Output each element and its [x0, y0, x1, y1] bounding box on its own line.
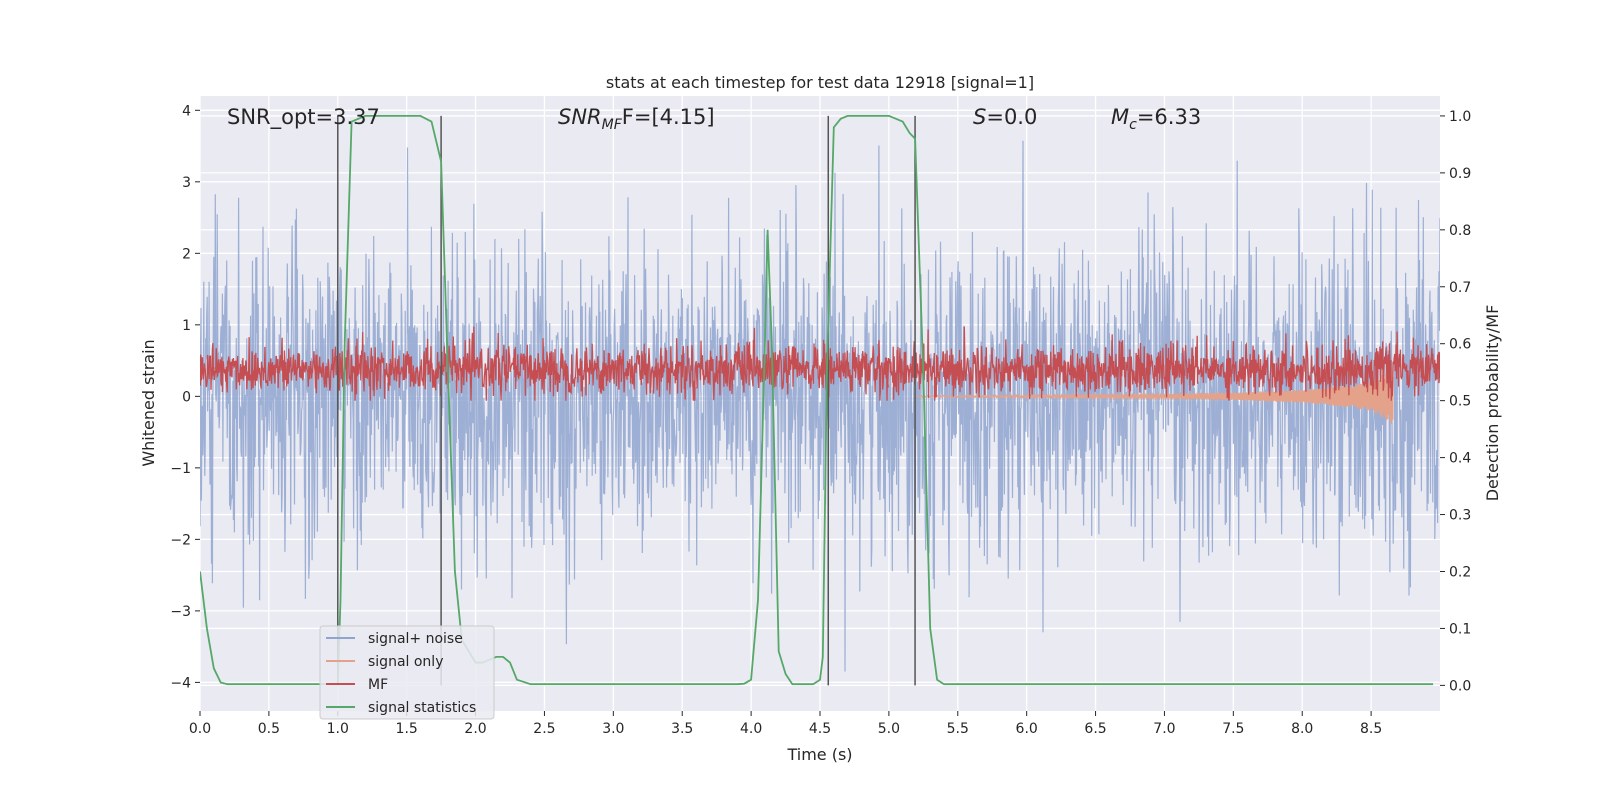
y-right-tick-label-0: 1.0 [1449, 109, 1471, 125]
annotation-snr-mf: SNRMFF=[4.15] [558, 105, 715, 133]
x-tick-label-14: 7.0 [1153, 721, 1175, 737]
y-left-axis-ticks: 4 3 2 1 0 −1 −2 −3 −4 [170, 103, 200, 691]
y-left-tick-label-1: 3 [182, 175, 191, 191]
legend-label-signal-noise: signal+ noise [368, 631, 463, 647]
signal-only-line [915, 369, 1394, 424]
x-tick-label-10: 5.0 [878, 721, 900, 737]
y-left-tick-label-5: −1 [170, 461, 191, 477]
annotation-mc-tail: =6.33 [1137, 105, 1201, 129]
annotation-mc-sub: c [1129, 117, 1137, 133]
y-right-tick-label-6: 0.4 [1449, 451, 1471, 467]
annotation-s-main: S [973, 105, 986, 129]
signal-plus-noise-series [200, 140, 1440, 672]
y-left-tick-label-2: 2 [182, 246, 191, 262]
y-right-tick-label-10: 0.0 [1449, 678, 1471, 694]
annotation-snr-opt: SNR_opt=3.37 [227, 105, 380, 130]
y-left-tick-label-0: 4 [182, 103, 191, 119]
signal-plus-noise-line [200, 140, 1440, 672]
x-tick-label-17: 8.5 [1360, 721, 1382, 737]
y-right-tick-label-3: 0.7 [1449, 280, 1471, 296]
annotation-s: S=0.0 [973, 105, 1037, 129]
signal-only-series [915, 369, 1394, 424]
legend-label-signal-only: signal only [368, 654, 443, 670]
legend-box [319, 625, 495, 720]
signal-statistics-line [200, 115, 1434, 686]
annotation-mc-main: M [1111, 105, 1129, 129]
y-right-tick-label-1: 0.9 [1449, 166, 1471, 182]
x-tick-label-2: 1.0 [327, 721, 349, 737]
legend: signal+ noise signal only MF signal stat… [319, 625, 495, 720]
y-right-tick-label-5: 0.5 [1449, 394, 1471, 410]
annotation-s-tail: =0.0 [986, 105, 1037, 129]
legend-label-signal-statistics: signal statistics [368, 700, 476, 716]
legend-label-mf: MF [368, 677, 388, 693]
x-tick-label-7: 3.5 [671, 721, 693, 737]
y-left-tick-label-4: 0 [182, 389, 191, 405]
x-tick-label-0: 0.0 [189, 721, 211, 737]
chart-title: stats at each timestep for test data 129… [606, 73, 1034, 92]
y-right-tick-label-9: 0.1 [1449, 621, 1471, 637]
annotation-mc: Mc=6.33 [1111, 105, 1201, 133]
x-tick-label-15: 7.5 [1222, 721, 1244, 737]
annotation-snr-mf-sub: MF [602, 117, 623, 133]
y-left-tick-label-6: −2 [170, 532, 191, 548]
x-tick-label-9: 4.5 [809, 721, 831, 737]
x-tick-label-12: 6.0 [1016, 721, 1038, 737]
y-left-tick-label-3: 1 [182, 318, 191, 334]
annotation-snr-mf-main: SNR [558, 105, 602, 129]
x-tick-label-6: 3.0 [602, 721, 624, 737]
x-tick-label-11: 5.5 [947, 721, 969, 737]
x-tick-label-16: 8.0 [1291, 721, 1313, 737]
y-left-axis-title: Whitened strain [139, 339, 158, 466]
x-tick-label-4: 2.0 [464, 721, 486, 737]
y-right-tick-label-2: 0.8 [1449, 223, 1471, 239]
y-left-tick-label-8: −4 [170, 675, 191, 691]
y-right-axis-title: Detection probability/MF [1483, 305, 1502, 502]
x-axis-title: Time (s) [786, 745, 852, 764]
signal-statistics-series [200, 115, 1434, 686]
x-tick-label-8: 4.0 [740, 721, 762, 737]
y-left-tick-label-7: −3 [170, 604, 191, 620]
x-tick-label-3: 1.5 [396, 721, 418, 737]
vertical-markers [337, 115, 916, 686]
x-tick-label-5: 2.5 [533, 721, 555, 737]
y-right-tick-label-8: 0.2 [1449, 564, 1471, 580]
mf-line [200, 326, 1440, 401]
x-tick-label-1: 0.5 [258, 721, 280, 737]
mf-series [200, 326, 1440, 401]
y-right-tick-label-7: 0.3 [1449, 508, 1471, 524]
y-right-axis-ticks: 1.0 0.9 0.8 0.7 0.6 0.5 0.4 0.3 0.2 0.1 0.0 [1440, 109, 1471, 694]
x-axis-ticks: 0.0 0.5 1.0 1.5 2.0 2.5 3.0 3.5 4.0 4.5 5.0 5.5 6.0 6… [189, 711, 1382, 737]
annotation-snr-mf-tail: F=[4.15] [622, 105, 715, 129]
y-right-tick-label-4: 0.6 [1449, 337, 1471, 353]
x-tick-label-13: 6.5 [1084, 721, 1106, 737]
